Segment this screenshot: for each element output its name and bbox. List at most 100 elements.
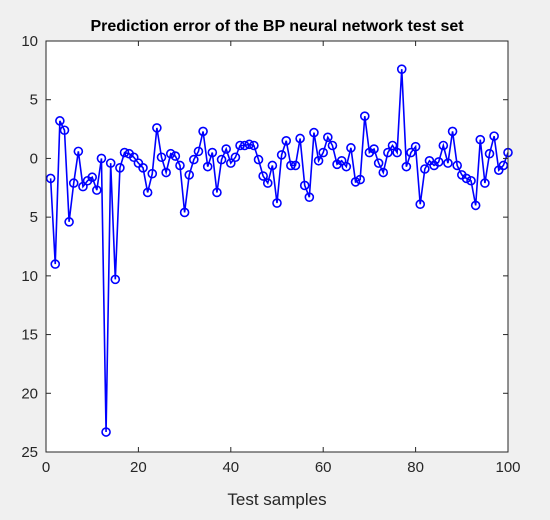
data-point-marker: [378, 167, 389, 178]
data-point-marker: [175, 160, 185, 171]
data-point-marker: [110, 274, 121, 285]
y-tick-label: 5: [30, 209, 38, 226]
data-point-marker: [327, 140, 338, 151]
data-point-marker: [92, 185, 102, 195]
data-point-marker: [119, 147, 130, 158]
x-tick-label: 0: [42, 459, 50, 476]
data-point-marker: [105, 158, 116, 168]
data-point-marker: [420, 164, 430, 174]
x-tick-label: 60: [315, 459, 332, 476]
data-point-marker: [170, 151, 181, 161]
data-point-marker: [258, 171, 268, 181]
y-tick-label: 15: [21, 327, 38, 344]
data-point-marker: [244, 139, 255, 150]
data-point-marker: [161, 167, 171, 178]
data-point-marker: [290, 160, 301, 171]
data-point-marker: [156, 152, 167, 163]
data-point-marker: [415, 199, 426, 210]
data-point-marker: [221, 144, 231, 154]
data-point-marker: [96, 153, 107, 164]
data-point-marker: [286, 160, 296, 171]
data-point-marker: [433, 157, 444, 167]
data-point-marker: [45, 173, 56, 184]
data-point-marker: [198, 126, 208, 137]
data-point-marker: [59, 125, 70, 136]
data-point-marker: [101, 427, 111, 437]
data-point-marker: [304, 192, 315, 202]
data-point-marker: [295, 133, 305, 144]
data-point-marker: [341, 161, 352, 172]
data-point-marker: [226, 158, 236, 168]
data-point-marker: [350, 177, 361, 187]
data-point-marker: [253, 154, 264, 165]
x-tick-label: 40: [222, 459, 239, 476]
data-point-marker: [489, 131, 499, 141]
data-point-marker: [318, 147, 329, 158]
data-point-marker: [239, 140, 250, 151]
data-point-marker: [383, 147, 393, 158]
data-point-marker: [249, 140, 259, 151]
data-point-marker: [369, 144, 379, 154]
data-point-marker: [470, 200, 481, 211]
y-tick-label: 20: [21, 385, 38, 402]
y-tick-label: 25: [21, 444, 38, 461]
data-point-marker: [452, 160, 462, 171]
data-point-marker: [484, 148, 495, 159]
data-point-marker: [184, 170, 195, 180]
data-point-marker: [235, 140, 245, 151]
data-point-marker: [230, 152, 241, 163]
data-point-marker: [202, 161, 213, 172]
data-point-marker: [480, 178, 490, 188]
x-axis-title: Test samples: [227, 490, 326, 509]
data-point-marker: [193, 146, 204, 157]
data-point-marker: [387, 140, 398, 151]
y-tick-label: 0: [30, 150, 38, 167]
x-tick-label: 80: [407, 459, 424, 476]
data-point-marker: [179, 207, 190, 218]
data-point-marker: [410, 141, 421, 152]
series-layer: [45, 64, 513, 437]
data-point-marker: [115, 163, 125, 173]
data-point-marker: [138, 163, 148, 173]
data-point-marker: [207, 147, 218, 158]
data-point-marker: [147, 168, 158, 179]
data-point-marker: [359, 111, 370, 121]
data-point-marker: [262, 178, 273, 188]
data-point-marker: [406, 147, 416, 158]
data-point-marker: [443, 158, 453, 168]
data-point-marker: [498, 160, 509, 171]
data-point-marker: [466, 175, 476, 186]
data-point-marker: [313, 155, 324, 166]
data-point-marker: [281, 136, 292, 146]
data-point-marker: [216, 154, 227, 165]
data-point-marker: [276, 150, 287, 160]
data-point-marker: [309, 127, 319, 138]
data-point-marker: [68, 178, 79, 188]
y-tick-label: 10: [21, 268, 38, 285]
data-point-marker: [438, 140, 449, 151]
y-tick-label: 5: [30, 92, 38, 109]
data-point-marker: [128, 152, 139, 163]
data-point-marker: [189, 154, 199, 165]
series-line: [49, 69, 509, 433]
data-point-marker: [355, 174, 365, 185]
data-point-marker: [392, 147, 402, 158]
data-point-marker: [299, 180, 310, 191]
axes-box: [45, 40, 509, 453]
ticks-layer: 0 20 40 60 80 100 10 5 0 5 10 15 20 25: [21, 33, 520, 476]
data-point-marker: [346, 143, 356, 153]
data-point-marker: [272, 198, 282, 208]
data-point-marker: [165, 148, 176, 159]
data-point-marker: [475, 134, 486, 145]
data-point-marker: [78, 181, 88, 192]
data-point-marker: [323, 132, 333, 143]
data-point-marker: [73, 146, 84, 157]
data-point-marker: [142, 187, 153, 198]
data-point-marker: [212, 187, 222, 198]
data-point-marker: [267, 160, 278, 171]
data-point-marker: [336, 155, 347, 166]
data-point-marker: [64, 217, 74, 227]
data-point-marker: [50, 259, 61, 269]
x-tick-label: 100: [495, 459, 520, 476]
